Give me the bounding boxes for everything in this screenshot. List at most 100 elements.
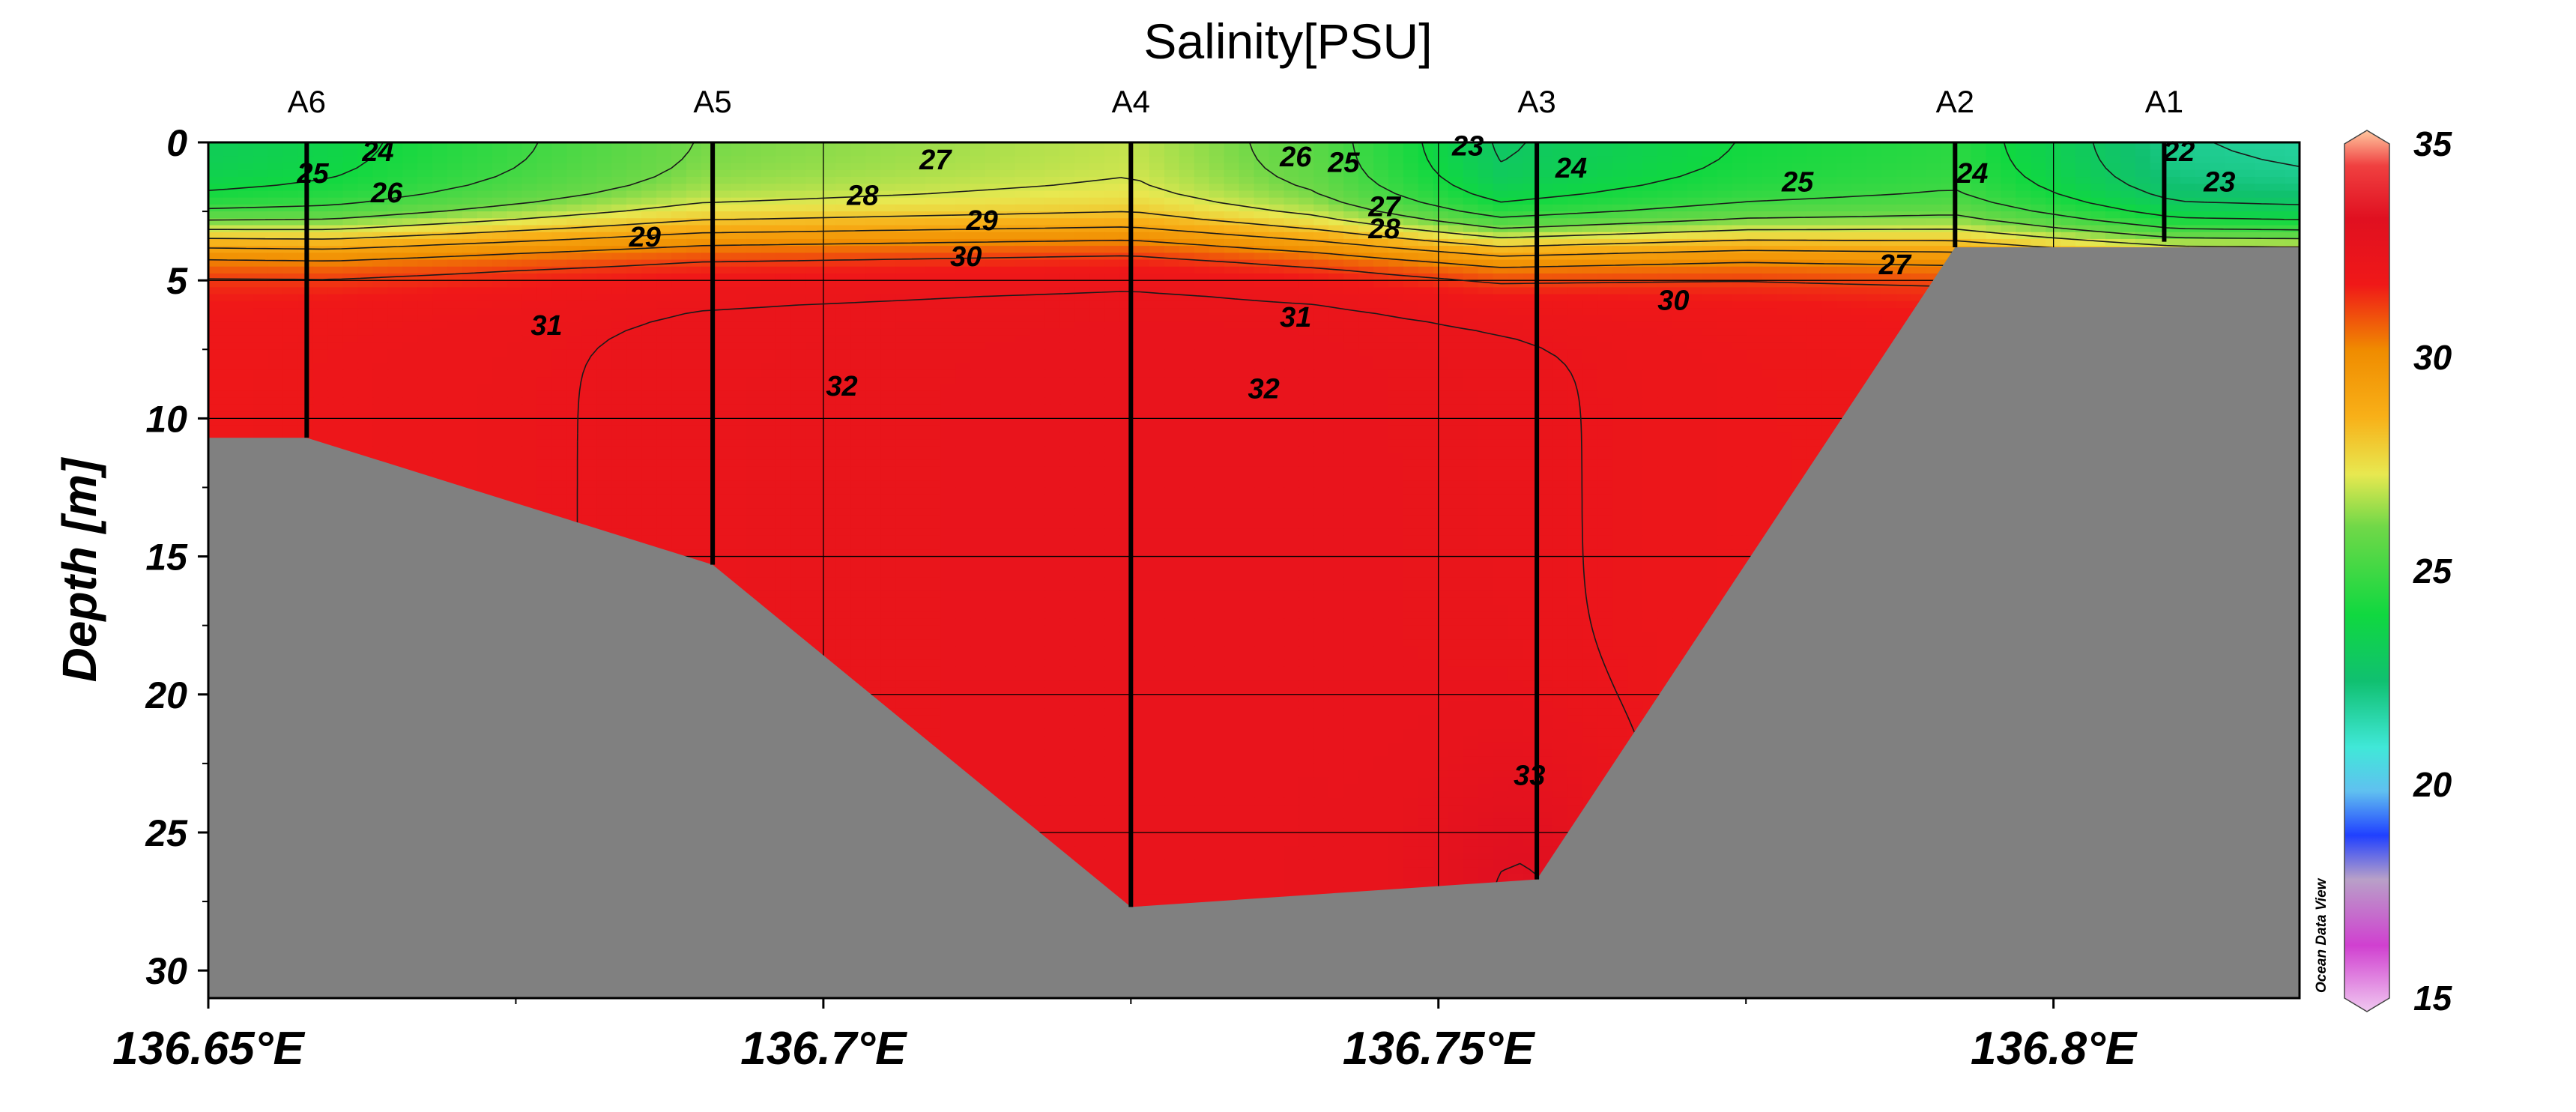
field-cell (223, 260, 239, 268)
field-cell (925, 377, 941, 384)
field-cell (1836, 253, 1852, 260)
field-cell (313, 342, 329, 350)
field-cell (208, 170, 224, 178)
field-cell (2001, 142, 2016, 150)
field-cell (746, 142, 762, 150)
field-cell (1388, 349, 1404, 357)
field-cell (447, 190, 463, 198)
field-cell (671, 177, 687, 184)
field-cell (1089, 267, 1105, 274)
field-cell (1224, 184, 1240, 191)
field-cell (1448, 301, 1464, 309)
field-cell (372, 363, 388, 371)
field-cell (1747, 156, 1762, 163)
field-cell (462, 349, 478, 357)
field-cell (2061, 170, 2076, 178)
field-cell (1059, 329, 1075, 336)
field-cell (253, 246, 269, 253)
field-cell (925, 363, 941, 371)
field-cell (253, 377, 269, 384)
field-cell (1313, 142, 1329, 150)
field-cell (1702, 232, 1718, 240)
field-cell (1403, 170, 1419, 178)
field-cell (313, 349, 329, 357)
field-cell (970, 349, 986, 357)
field-cell (357, 226, 373, 233)
field-cell (1044, 315, 1060, 322)
field-cell (1089, 156, 1105, 163)
field-cell (447, 156, 463, 163)
field-cell (1000, 142, 1016, 150)
field-cell (1059, 342, 1075, 350)
field-cell (1642, 211, 1658, 219)
field-cell (357, 342, 373, 350)
field-cell (1493, 287, 1508, 294)
field-cell (2255, 149, 2270, 157)
field-cell (432, 377, 448, 384)
field-cell (447, 163, 463, 171)
field-cell (342, 205, 358, 212)
field-cell (462, 163, 478, 171)
field-cell (1478, 315, 1494, 322)
field-cell (1269, 177, 1284, 184)
field-cell (910, 226, 926, 233)
field-cell (552, 287, 568, 294)
field-cell (761, 321, 777, 329)
field-cell (1881, 211, 1897, 219)
field-cell (1015, 156, 1031, 163)
field-cell (253, 184, 269, 191)
field-cell (970, 377, 986, 384)
field-cell (342, 315, 358, 322)
field-cell (1717, 363, 1733, 371)
field-cell (223, 267, 239, 274)
field-cell (283, 163, 299, 171)
field-cell (1343, 349, 1359, 357)
field-cell (1448, 163, 1464, 171)
field-cell (1792, 308, 1807, 315)
field-cell (1806, 280, 1822, 288)
field-cell (970, 142, 986, 150)
field-cell (1239, 226, 1255, 233)
field-cell (2061, 156, 2076, 163)
field-cell (1597, 363, 1613, 371)
field-cell (223, 308, 239, 315)
field-cell (1194, 280, 1210, 288)
field-cell (1403, 253, 1419, 260)
field-cell (1538, 315, 1553, 322)
field-cell (507, 308, 523, 315)
field-cell (1418, 329, 1434, 336)
field-cell (1059, 301, 1075, 309)
field-cell (1074, 177, 1090, 184)
field-cell (1059, 190, 1075, 198)
field-cell (1642, 349, 1658, 357)
field-cell (1836, 156, 1852, 163)
field-cell (671, 357, 687, 364)
field-cell (2075, 205, 2091, 212)
field-cell (1806, 287, 1822, 294)
field-cell (1597, 177, 1613, 184)
field-cell (1433, 198, 1449, 205)
field-cell (1851, 156, 1867, 163)
field-cell (1702, 336, 1718, 343)
field-cell (1552, 308, 1568, 315)
field-cell (522, 170, 538, 178)
field-cell (2090, 232, 2106, 240)
field-cell (372, 301, 388, 309)
field-cell (790, 315, 806, 322)
field-cell (1657, 184, 1673, 191)
field-cell (1956, 239, 1971, 247)
field-cell (253, 149, 269, 157)
field-cell (1986, 211, 2001, 219)
field-cell (1508, 370, 1523, 378)
field-cell (1030, 260, 1045, 268)
field-cell (1508, 384, 1523, 391)
field-cell (2270, 163, 2285, 171)
field-cell (238, 211, 254, 219)
field-cell (1926, 198, 1942, 205)
field-cell (835, 280, 851, 288)
field-cell (776, 205, 792, 212)
field-cell (686, 260, 702, 268)
field-cell (1911, 177, 1927, 184)
field-cell (1030, 198, 1045, 205)
field-cell (716, 156, 732, 163)
